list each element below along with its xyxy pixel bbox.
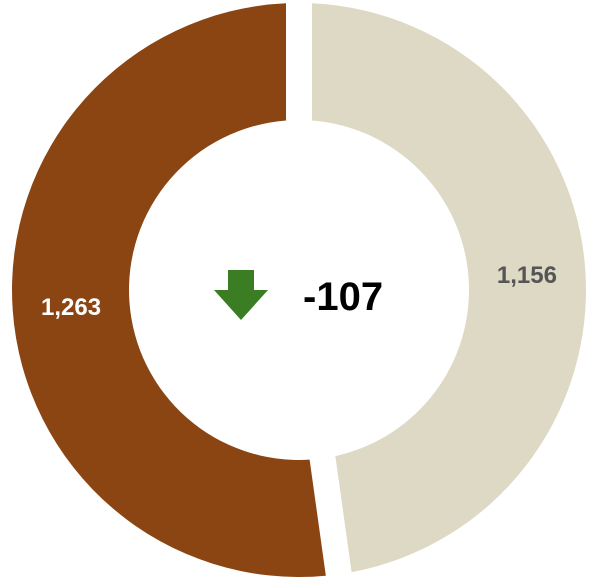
center-indicator: -107 [214, 270, 383, 320]
labels-layer: 1,156 1,263 [41, 262, 557, 321]
down-arrow-icon [214, 270, 268, 320]
center-delta-value: -107 [303, 275, 383, 319]
slice-label-0: 1,156 [497, 262, 557, 289]
donut-slice-1 [11, 3, 326, 578]
slices-layer [11, 3, 587, 578]
slice-label-1: 1,263 [41, 294, 101, 321]
donut-slice-0 [311, 3, 587, 573]
